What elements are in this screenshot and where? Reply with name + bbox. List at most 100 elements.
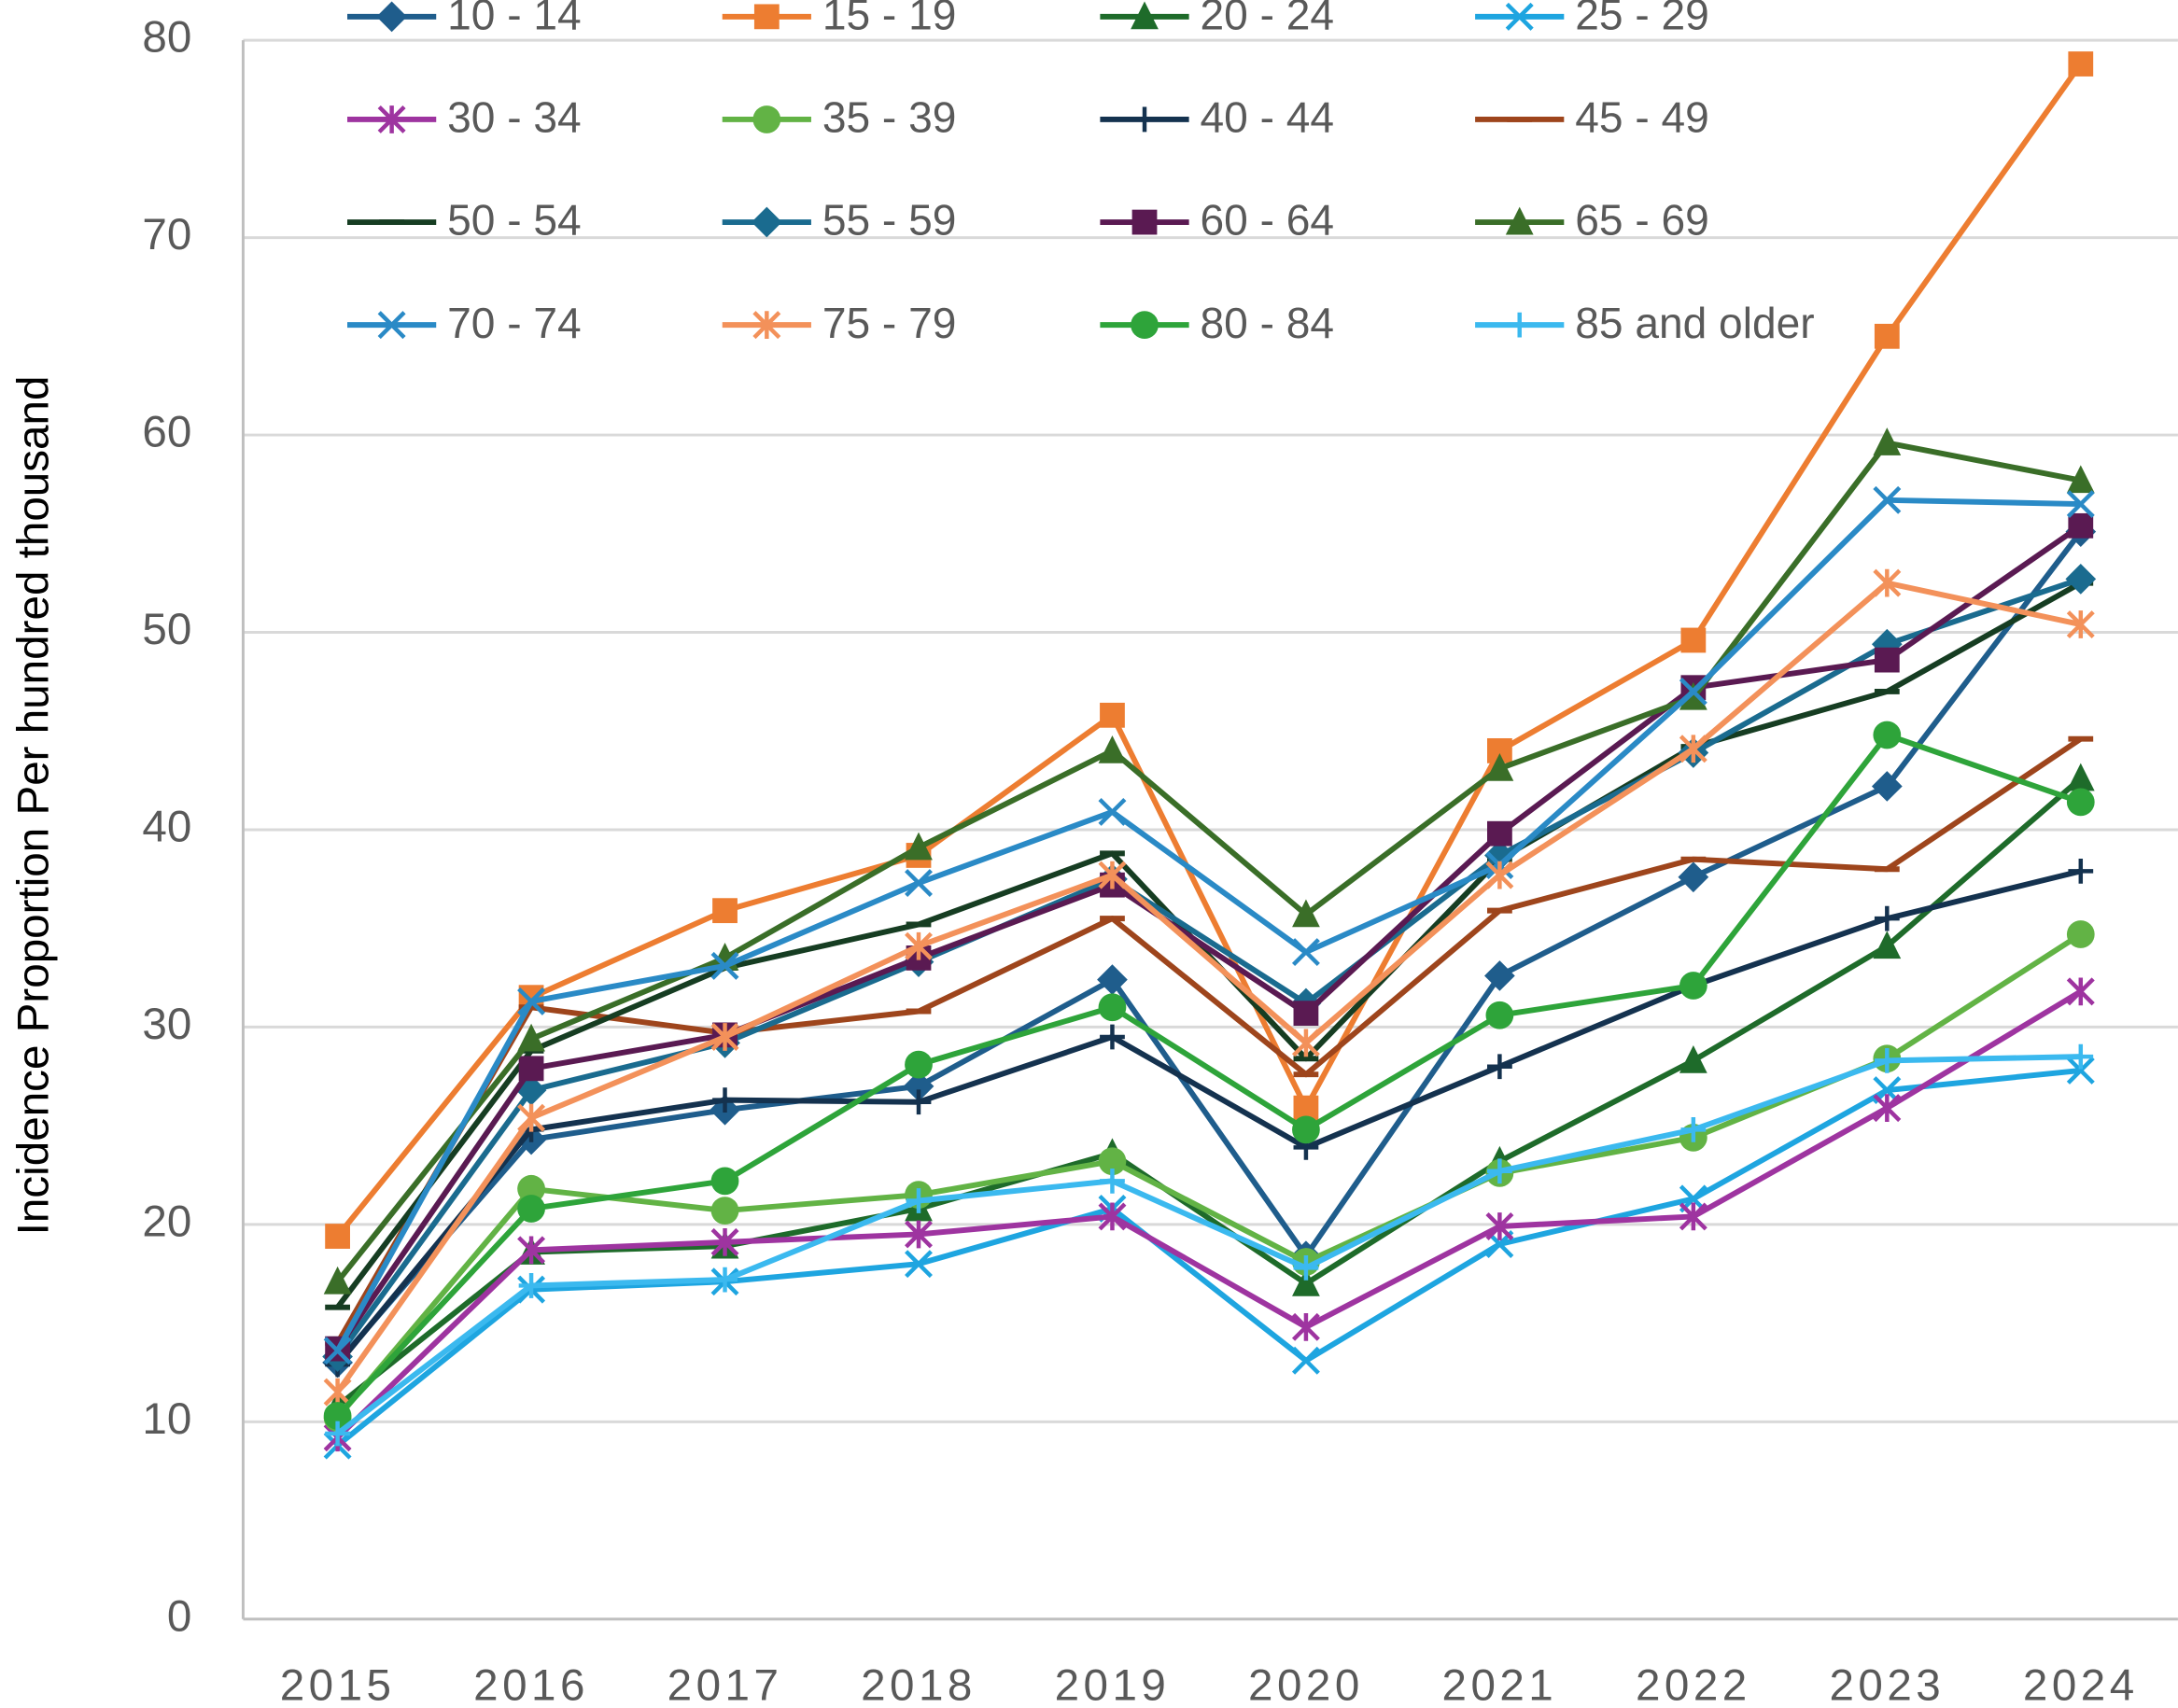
marker (1291, 1346, 1320, 1375)
series-line (335, 62, 2084, 1239)
marker (1505, 2, 1534, 31)
series-line (335, 931, 2083, 1421)
marker (2068, 512, 2094, 539)
x-tick-label: 2022 (1636, 1661, 1751, 1708)
legend-label: 65 - 69 (1575, 196, 1709, 245)
marker (1679, 681, 1707, 710)
x-tick-label: 2019 (1055, 1661, 1171, 1708)
marker (1098, 1147, 1127, 1176)
y-tick-label: 20 (142, 1197, 191, 1246)
series-line (335, 529, 2084, 1365)
marker (1098, 797, 1127, 826)
marker (1291, 1029, 1320, 1057)
marker (906, 1188, 932, 1213)
x-tick-label: 2020 (1248, 1661, 1364, 1708)
marker (905, 1050, 933, 1079)
y-tick-label: 0 (167, 1591, 191, 1641)
marker (1292, 1267, 1320, 1296)
marker (376, 1, 407, 33)
y-tick-label: 70 (142, 210, 191, 259)
marker (1873, 427, 1902, 455)
marker (2066, 977, 2095, 1006)
x-tick-label: 2021 (1442, 1661, 1558, 1708)
marker (1100, 1024, 1125, 1050)
marker (710, 1227, 739, 1256)
series-line (335, 988, 2083, 1440)
marker (1679, 1044, 1707, 1073)
x-tick-label: 2015 (280, 1661, 396, 1708)
series-line (335, 732, 2082, 1419)
marker (377, 105, 406, 133)
marker (905, 1220, 933, 1249)
marker (1292, 899, 1320, 928)
marker (1100, 1168, 1125, 1194)
legend-label: 25 - 29 (1575, 0, 1709, 39)
marker (1098, 861, 1127, 889)
marker (905, 869, 933, 898)
marker (323, 1266, 352, 1295)
marker (1487, 1158, 1512, 1184)
marker (1874, 323, 1900, 349)
marker (518, 1056, 544, 1082)
series-line (335, 1054, 2081, 1436)
series-line (335, 523, 2083, 1351)
marker (1485, 753, 1514, 781)
marker (517, 1236, 546, 1265)
marker (1131, 209, 1158, 235)
marker (1485, 1212, 1514, 1240)
series-line (335, 776, 2083, 1408)
marker (903, 1071, 934, 1102)
legend-label: 10 - 14 (447, 0, 582, 39)
legend-label: 45 - 49 (1575, 93, 1709, 142)
marker (323, 1378, 352, 1407)
marker (1873, 568, 1902, 597)
x-tick-label: 2018 (861, 1661, 977, 1708)
marker (1292, 1115, 1320, 1144)
marker (1131, 1, 1159, 30)
marker (906, 1089, 932, 1115)
legend-label: 30 - 34 (447, 93, 582, 142)
marker (1505, 206, 1534, 235)
series-line (335, 580, 2082, 1394)
marker (1679, 1202, 1707, 1231)
legend-label: 75 - 79 (822, 299, 957, 347)
marker (1871, 771, 1903, 802)
marker (1485, 1001, 1514, 1029)
marker (2066, 788, 2095, 817)
marker (323, 1402, 352, 1430)
marker (1293, 1255, 1319, 1281)
series-line (335, 576, 2082, 1359)
marker (377, 311, 406, 340)
y-axis-label: Incidence Proportion Per hundred thousan… (8, 376, 58, 1236)
x-tick-label: 2017 (667, 1661, 783, 1708)
marker (753, 4, 780, 30)
marker (517, 1195, 545, 1223)
marker (517, 987, 546, 1015)
marker (710, 1023, 739, 1051)
marker (517, 1174, 545, 1203)
marker (1291, 938, 1320, 967)
marker (1874, 1047, 1900, 1073)
x-tick-label: 2023 (1829, 1661, 1945, 1708)
marker (325, 1224, 350, 1249)
x-tick-label: 2016 (473, 1661, 589, 1708)
legend-label: 40 - 44 (1201, 93, 1335, 142)
marker (2068, 51, 2094, 77)
marker (1679, 735, 1707, 763)
marker (517, 1023, 545, 1052)
marker (1678, 861, 1709, 893)
marker (905, 931, 933, 960)
marker (518, 1273, 544, 1298)
marker (1679, 677, 1707, 706)
marker (905, 832, 933, 861)
marker (751, 206, 782, 238)
marker (1098, 1202, 1127, 1231)
marker (1680, 1116, 1707, 1142)
marker (1873, 485, 1902, 514)
marker (1680, 627, 1707, 653)
legend-label: 50 - 54 (447, 196, 582, 245)
marker (2066, 490, 2095, 519)
marker (710, 1197, 739, 1225)
